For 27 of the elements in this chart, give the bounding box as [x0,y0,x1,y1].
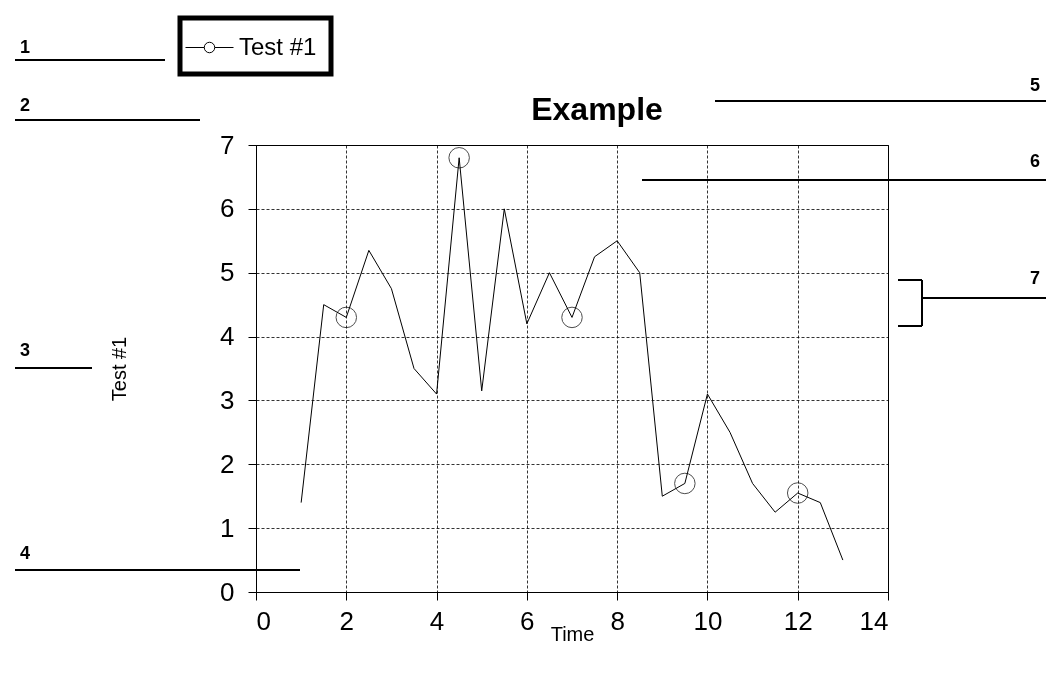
text: 4 [20,543,31,563]
text: 6 [1030,151,1041,171]
x-tick-label: 10 [693,605,723,636]
x-tick-label: 12 [783,605,813,636]
y-axis-title: Test #1 [108,336,131,402]
text: 3 [20,340,31,360]
text: 5 [1030,75,1041,95]
x-tick-label: 6 [520,605,535,636]
y-tick-label: 4 [220,321,235,352]
y-tick-label: 6 [220,193,235,224]
y-tick-label: 5 [220,257,235,288]
text: 2 [20,95,31,115]
legend-label: Test #1 [239,32,317,60]
x-axis-title: Time [550,622,595,645]
y-tick-label: 7 [220,129,235,160]
y-tick-label: 0 [220,576,235,607]
chart-title: Example [531,91,663,127]
text: 1 [20,37,31,57]
y-tick-label: 3 [220,384,235,415]
text: 7 [1030,268,1041,288]
x-tick-label: 8 [610,605,625,636]
x-tick-label: 0 [256,605,271,636]
x-tick-label: 4 [429,605,445,636]
x-tick-label: 2 [339,605,355,636]
x-tick-label: 14 [859,605,889,636]
y-tick-label: 1 [220,512,235,543]
y-tick-label: 2 [220,448,235,479]
